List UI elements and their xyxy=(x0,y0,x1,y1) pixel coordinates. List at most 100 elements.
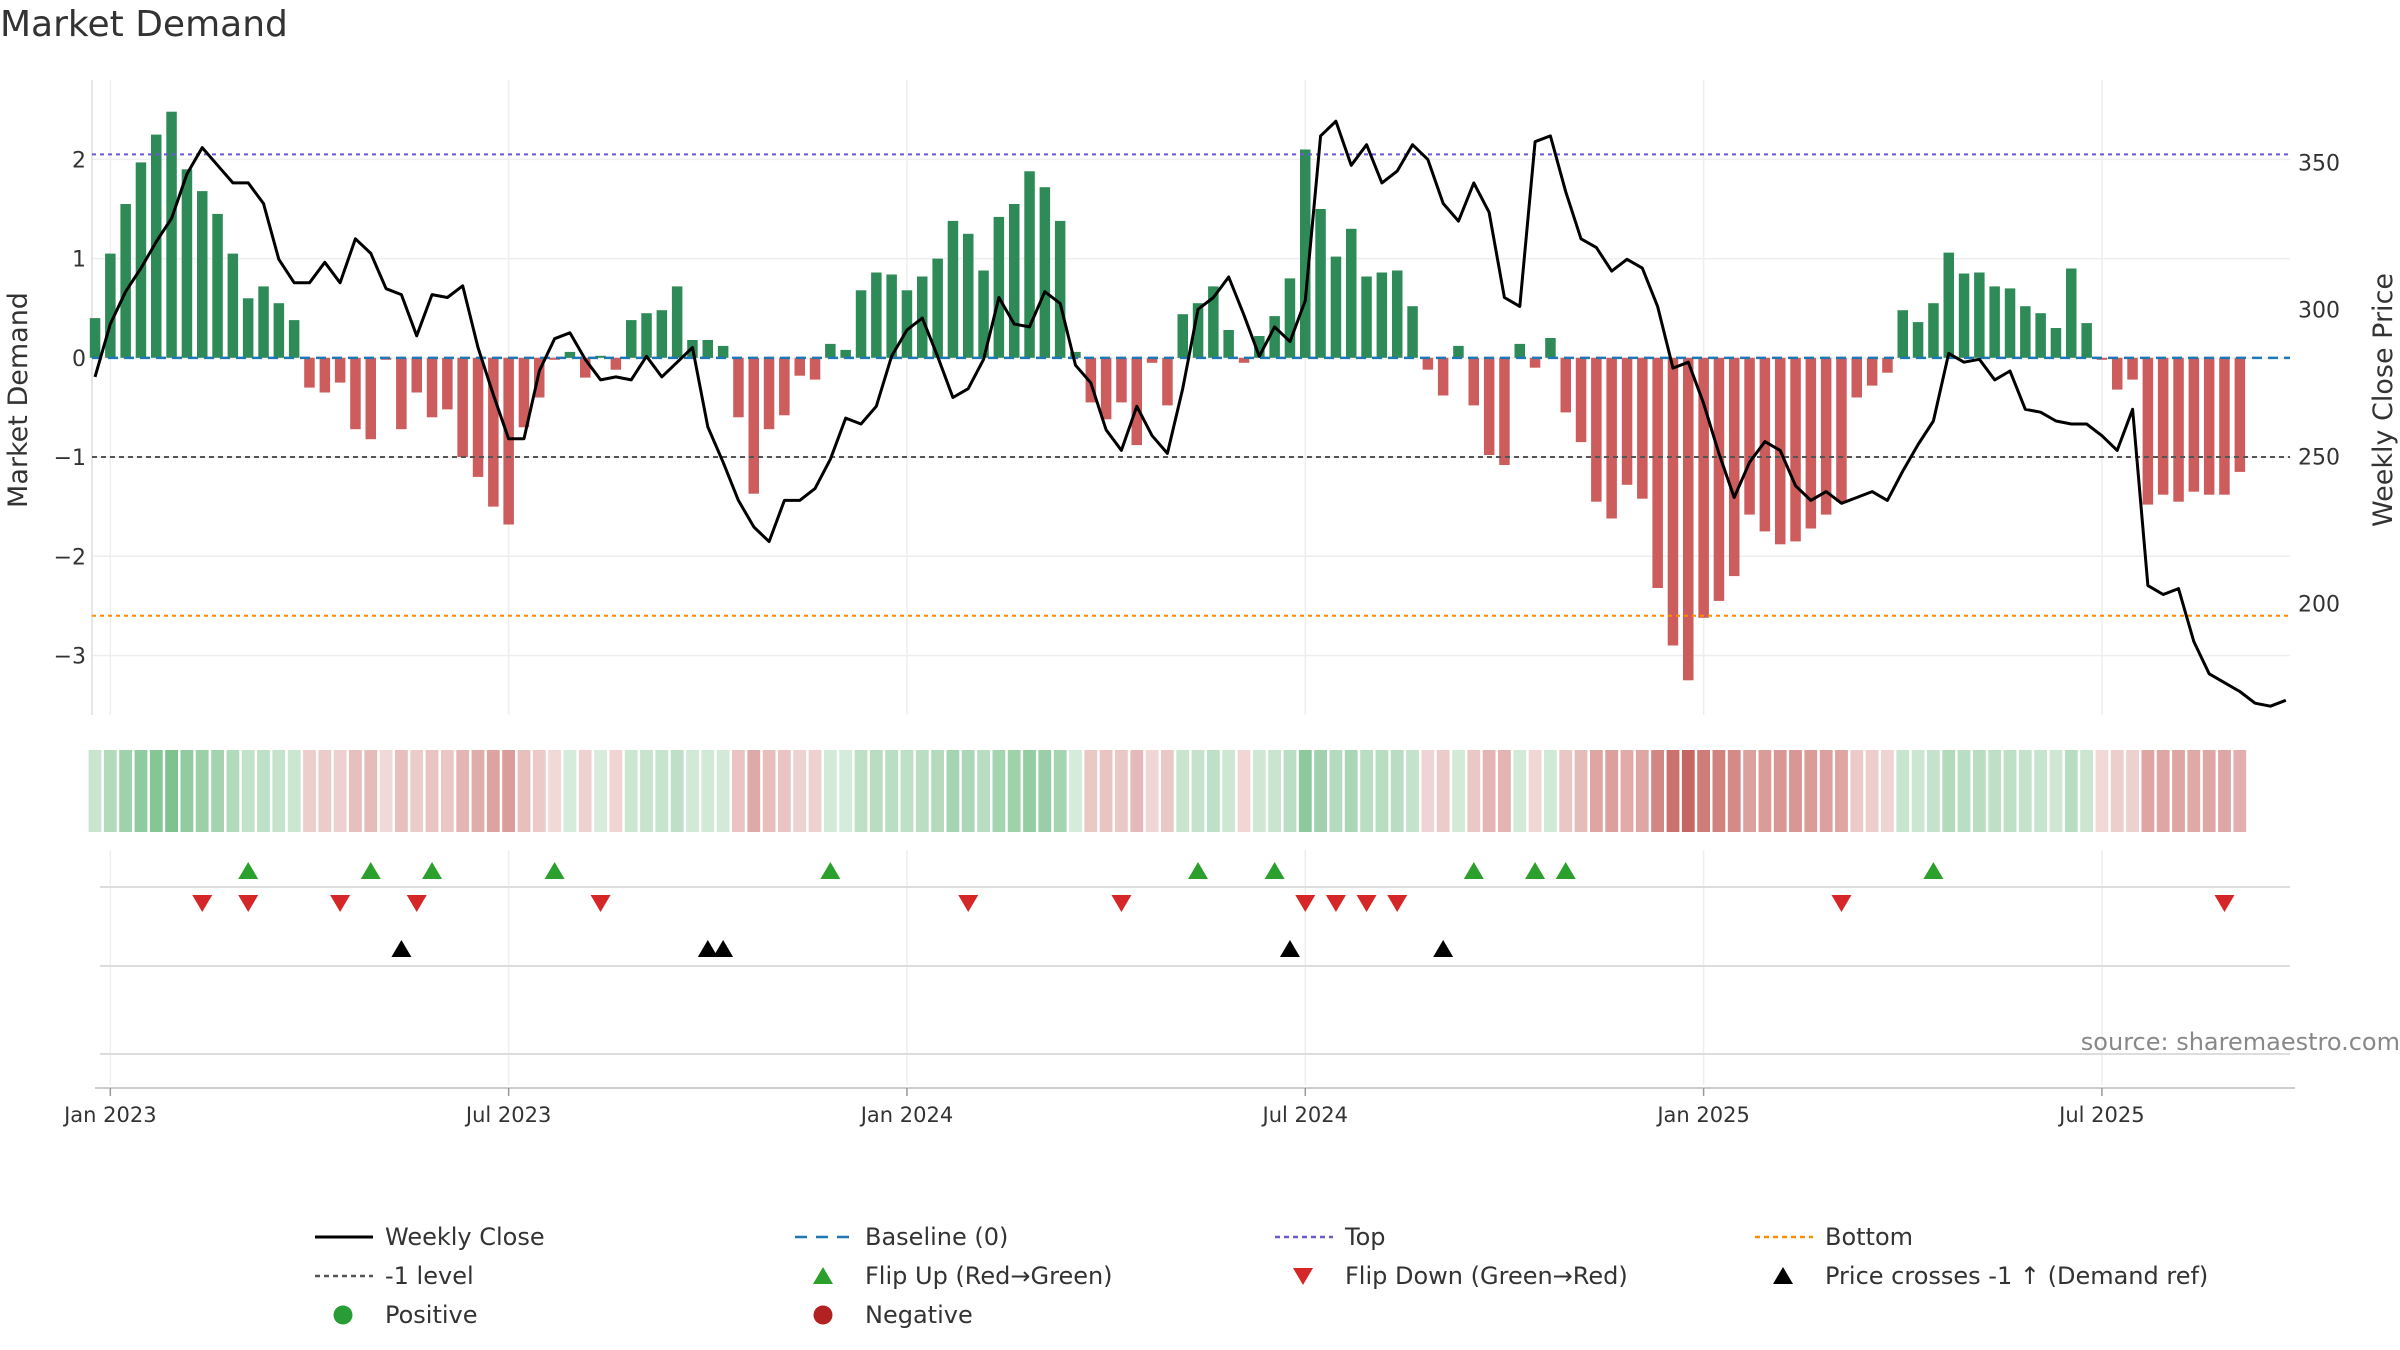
demand-bar xyxy=(1254,336,1265,358)
legend-label: Top xyxy=(1344,1223,1386,1251)
legend-label: Positive xyxy=(385,1301,478,1329)
demand-strip-cell xyxy=(2187,750,2201,832)
legend-label: Bottom xyxy=(1825,1223,1913,1251)
demand-strip-cell xyxy=(1988,750,2002,832)
demand-bar xyxy=(2173,357,2184,502)
demand-bar xyxy=(2050,328,2062,358)
x-tick-label: Jul 2024 xyxy=(1261,1103,1348,1127)
demand-strip-cell xyxy=(1007,750,1021,832)
demand-bar xyxy=(1744,357,1755,515)
legend-swatch xyxy=(1773,1267,1793,1284)
demand-bar xyxy=(932,258,943,358)
demand-strip-cell xyxy=(1635,750,1649,832)
demand-strip-cell xyxy=(257,750,270,832)
demand-bar xyxy=(733,357,744,418)
demand-bar xyxy=(702,340,713,358)
demand-strip-cell xyxy=(1099,750,1113,832)
demand-bar xyxy=(1162,357,1173,406)
demand-bar xyxy=(1407,306,1418,358)
demand-strip-cell xyxy=(839,750,853,832)
demand-strip-cell xyxy=(1421,750,1435,832)
demand-bar xyxy=(273,303,285,358)
demand-strip-cell xyxy=(134,750,148,832)
demand-strip-cell xyxy=(762,750,776,832)
flip-up-marker xyxy=(1463,862,1484,879)
demand-strip-cell xyxy=(2095,750,2109,832)
flip-down-marker xyxy=(1111,895,1132,912)
demand-strip-cell xyxy=(395,750,408,832)
demand-strip-cell xyxy=(1927,750,1940,832)
demand-strip-cell xyxy=(747,750,761,832)
demand-bar xyxy=(1897,310,1908,358)
demand-bar xyxy=(1729,357,1740,577)
demand-bar xyxy=(319,357,331,393)
demand-strip-cell xyxy=(1298,750,1312,832)
demand-bar xyxy=(641,313,652,358)
demand-strip-cell xyxy=(716,750,730,832)
demand-bar xyxy=(1928,303,1939,358)
demand-bar xyxy=(1667,357,1679,646)
demand-strip-cell xyxy=(793,750,807,832)
left-tick-label: −2 xyxy=(54,545,86,570)
demand-bar xyxy=(901,290,913,358)
demand-bar xyxy=(1070,351,1081,358)
demand-bar xyxy=(1836,357,1847,502)
demand-bar xyxy=(947,220,959,358)
demand-strip-cell xyxy=(2126,750,2139,832)
demand-strip-cell xyxy=(686,750,699,832)
demand-bar xyxy=(1912,322,1924,358)
demand-bar xyxy=(288,320,300,358)
demand-bar xyxy=(1009,204,1020,358)
x-tick-label: Jul 2023 xyxy=(464,1103,551,1127)
demand-strip-cell xyxy=(578,750,592,832)
demand-bar xyxy=(1116,357,1127,403)
demand-bar xyxy=(840,349,851,358)
demand-bar xyxy=(2081,323,2092,358)
demand-bar xyxy=(212,213,223,358)
demand-strip-cell xyxy=(1436,750,1450,832)
demand-strip-cell xyxy=(486,750,500,832)
demand-bar xyxy=(518,357,530,428)
left-tick-label: −1 xyxy=(54,446,86,471)
demand-strip-cell xyxy=(563,750,577,832)
demand-bar xyxy=(1591,357,1602,502)
demand-bar xyxy=(1039,187,1051,358)
demand-strip-cell xyxy=(1145,750,1159,832)
legend-label: Negative xyxy=(865,1301,973,1329)
demand-bar xyxy=(334,357,346,383)
demand-strip-cell xyxy=(1681,750,1695,832)
flip-up-marker xyxy=(422,862,443,879)
demand-strip-cell xyxy=(1590,750,1603,832)
legend-swatch xyxy=(1293,1268,1313,1285)
left-tick-label: 1 xyxy=(72,248,86,273)
demand-bar xyxy=(350,357,361,430)
legend-label: Flip Down (Green→Red) xyxy=(1345,1262,1628,1290)
demand-bar xyxy=(2188,357,2200,492)
demand-bar xyxy=(1514,343,1525,358)
flip-up-marker xyxy=(1555,862,1576,879)
flip-up-marker xyxy=(1188,862,1209,879)
demand-strip-cell xyxy=(410,750,424,832)
demand-bar xyxy=(181,169,193,358)
demand-strip-cell xyxy=(1804,750,1818,832)
demand-strip-cell xyxy=(1344,750,1358,832)
demand-strip-cell xyxy=(1314,750,1327,832)
demand-strip-cell xyxy=(655,750,669,832)
demand-strip-cell xyxy=(977,750,990,832)
demand-strip-cell xyxy=(1865,750,1879,832)
demand-bar xyxy=(304,357,315,388)
legend-label: Flip Up (Red→Green) xyxy=(865,1262,1113,1290)
demand-strip-cell xyxy=(1513,750,1527,832)
flip-up-marker xyxy=(820,862,841,879)
demand-strip-cell xyxy=(349,750,362,832)
demand-strip-cell xyxy=(869,750,883,832)
right-tick-label: 300 xyxy=(2298,298,2340,323)
demand-strip-cell xyxy=(946,750,960,832)
flip-up-marker xyxy=(1264,862,1285,879)
demand-bar xyxy=(1698,357,1709,618)
demand-strip-cell xyxy=(333,750,347,832)
demand-bar xyxy=(1330,256,1342,358)
demand-strip-cell xyxy=(1069,750,1082,832)
legend-swatch xyxy=(333,1305,353,1325)
demand-strip-cell xyxy=(1697,750,1710,832)
